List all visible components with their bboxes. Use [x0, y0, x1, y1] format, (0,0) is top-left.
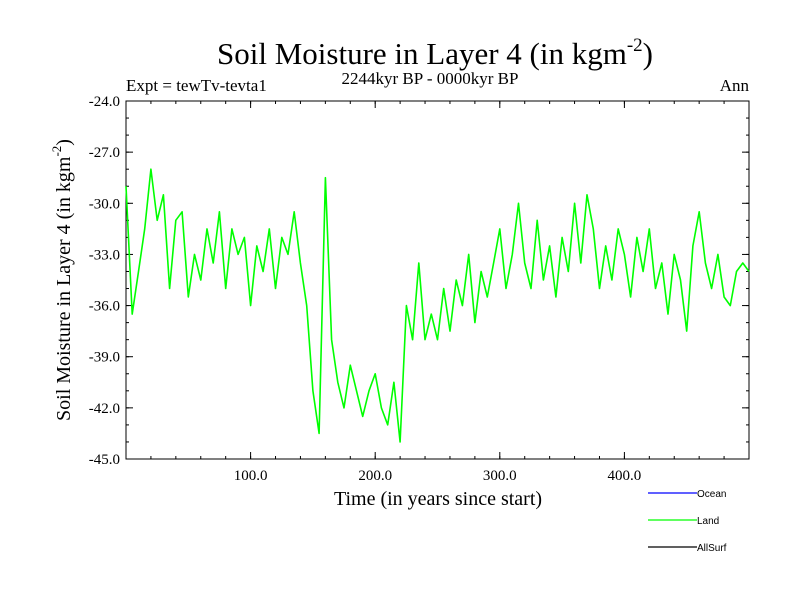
chart-title-sup: -2 — [627, 35, 643, 56]
x-tick-label: 200.0 — [358, 468, 392, 484]
y-tick-label: -39.0 — [89, 350, 120, 366]
y-tick-label: -33.0 — [89, 247, 120, 263]
legend-label-ocean: Ocean — [697, 489, 726, 500]
y-axis-label-sup: -2 — [49, 146, 64, 157]
x-tick-label: 300.0 — [483, 468, 517, 484]
chart-title-close: ) — [643, 36, 653, 71]
y-tick-label: -30.0 — [89, 196, 120, 212]
x-tick-label: 400.0 — [608, 468, 642, 484]
y-axis-label-main: Soil Moisture in Layer 4 (in kgm — [53, 156, 75, 421]
legend-label-allsurf: AllSurf — [697, 543, 727, 554]
x-axis-label: Time (in years since start) — [334, 488, 542, 510]
chart-title-main: Soil Moisture in Layer 4 (in kgm — [217, 36, 627, 71]
y-tick-label: -24.0 — [89, 94, 120, 110]
legend: Ocean Land AllSurf — [648, 489, 727, 554]
series-line-land — [125, 168, 750, 443]
legend-label-land: Land — [697, 516, 719, 527]
experiment-label: Expt = tewTv-tevta1 — [126, 76, 267, 95]
y-axis-label: Soil Moisture in Layer 4 (in kgm-2) — [49, 139, 75, 421]
x-tick-label: 100.0 — [234, 468, 268, 484]
chart-title: Soil Moisture in Layer 4 (in kgm-2) — [217, 35, 653, 71]
chart-subtitle: 2244kyr BP - 0000kyr BP — [342, 69, 519, 88]
x-axis: 100.0 200.0 300.0 400.0 — [150, 101, 725, 484]
plot-frame — [125, 100, 750, 460]
season-label: Ann — [720, 76, 750, 95]
y-tick-label: -45.0 — [89, 452, 120, 468]
y-tick-label: -27.0 — [89, 145, 120, 161]
y-tick-label: -36.0 — [89, 299, 120, 315]
series-layer — [125, 168, 750, 443]
y-axis-label-close: ) — [53, 139, 75, 146]
y-axis: -24.0 -27.0 -30.0 -33.0 -36.0 -39.0 -42.0 -45.0 — [89, 94, 749, 468]
y-tick-label: -42.0 — [89, 401, 120, 417]
